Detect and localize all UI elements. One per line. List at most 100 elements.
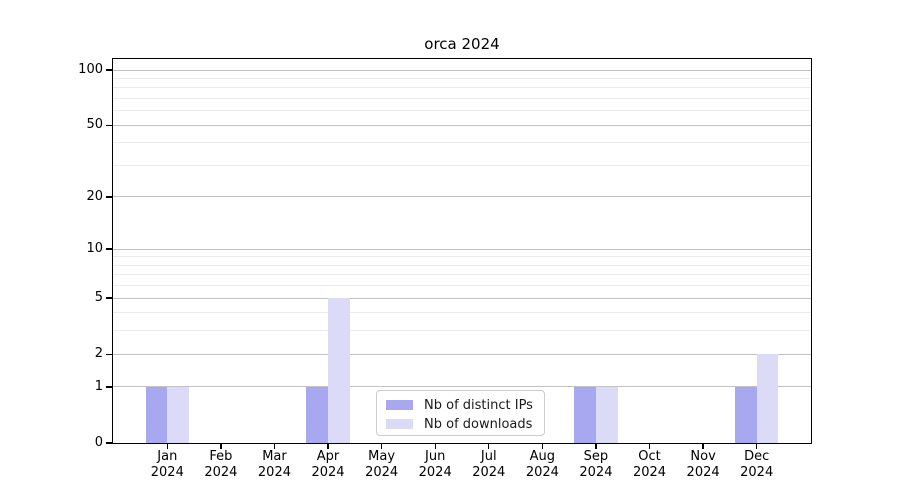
- y-tick-label: 50: [86, 117, 103, 133]
- bar-distinct-ips-dec: [735, 386, 757, 443]
- legend-item-downloads: Nb of downloads: [386, 415, 536, 433]
- x-tick: [434, 443, 436, 449]
- legend-item-distinct-ips: Nb of distinct IPs: [386, 396, 536, 414]
- x-tick-label-line: Aug: [529, 449, 556, 464]
- x-tick-label-line: Apr: [316, 449, 340, 464]
- x-tick-label: Feb 2024: [190, 449, 252, 480]
- y-major-gridline: [113, 297, 811, 299]
- x-tick-label: Nov 2024: [672, 449, 734, 480]
- x-tick-label: Jan 2024: [136, 449, 198, 480]
- x-tick-label-line: 2024: [150, 464, 184, 480]
- legend-label-downloads: Nb of downloads: [424, 416, 533, 432]
- y-major-gridline: [113, 124, 811, 126]
- plot-area: [113, 59, 811, 443]
- y-tick: [106, 442, 112, 444]
- x-tick: [380, 443, 383, 449]
- x-tick-label-line: 2024: [632, 464, 667, 480]
- x-tick-label-line: Feb: [209, 449, 233, 464]
- bar-downloads-sep: [595, 386, 618, 443]
- x-tick-label-line: Oct: [638, 449, 661, 464]
- y-tick-label: 1: [94, 378, 103, 394]
- x-tick-label-line: Jun: [425, 449, 446, 464]
- x-tick-label-line: 2024: [311, 464, 345, 480]
- x-tick-label: Sep 2024: [565, 449, 627, 480]
- bar-distinct-ips-sep: [574, 386, 596, 443]
- x-tick-label: Mar 2024: [243, 449, 305, 480]
- legend-label-distinct-ips: Nb of distinct IPs: [424, 397, 533, 413]
- y-minor-gridline: [113, 312, 811, 314]
- bar-downloads-jan: [167, 386, 189, 443]
- x-tick: [327, 443, 329, 449]
- y-tick-label: 0: [94, 435, 103, 450]
- y-tick: [106, 69, 112, 71]
- y-tick-label: 5: [94, 290, 103, 306]
- chart-title: orca 2024: [424, 35, 500, 53]
- y-tick-label: 2: [94, 346, 103, 362]
- x-tick-label-line: Jan: [157, 449, 178, 464]
- legend-swatch-downloads: [386, 418, 413, 430]
- x-tick: [595, 443, 597, 449]
- x-tick-label-line: 2024: [365, 464, 399, 480]
- x-tick-label-line: 2024: [740, 464, 774, 480]
- y-tick: [106, 297, 112, 299]
- x-tick-label-line: 2024: [204, 464, 238, 480]
- x-tick-label-line: Nov: [690, 449, 716, 464]
- y-tick-label: 20: [86, 188, 103, 204]
- x-tick: [648, 443, 651, 449]
- y-major-gridline: [113, 69, 811, 71]
- y-minor-gridline: [113, 97, 811, 99]
- bar-downloads-dec: [756, 354, 779, 443]
- x-tick: [541, 443, 544, 449]
- x-tick-label-line: Sep: [583, 449, 609, 464]
- x-tick: [166, 443, 168, 449]
- y-minor-gridline: [113, 330, 811, 332]
- y-tick: [106, 386, 112, 388]
- y-minor-gridline: [113, 110, 811, 112]
- x-tick-label-line: Mar: [262, 449, 287, 464]
- x-tick-label-line: 2024: [686, 464, 720, 480]
- y-minor-gridline: [113, 77, 811, 79]
- y-tick-label: 10: [86, 241, 103, 257]
- x-tick-label-line: May: [368, 449, 396, 464]
- x-tick-label: Aug 2024: [511, 449, 573, 480]
- y-minor-gridline: [113, 164, 811, 166]
- x-tick-label-line: Dec: [744, 449, 770, 464]
- x-tick-label-line: 2024: [472, 464, 506, 480]
- x-tick-label-line: 2024: [257, 464, 291, 480]
- legend-swatch-distinct-ips: [386, 399, 413, 411]
- y-major-gridline: [113, 196, 811, 198]
- bar-distinct-ips-jan: [145, 386, 168, 443]
- x-tick-label: Dec 2024: [726, 449, 788, 480]
- y-major-gridline: [113, 386, 811, 388]
- y-minor-gridline: [113, 285, 811, 287]
- y-tick: [106, 353, 112, 355]
- x-tick-label-line: Jul: [480, 449, 497, 464]
- y-tick: [106, 196, 112, 198]
- y-minor-gridline: [113, 264, 811, 266]
- y-tick: [106, 124, 112, 126]
- x-tick: [273, 443, 276, 449]
- x-tick: [220, 443, 222, 449]
- x-tick-label: May 2024: [351, 449, 413, 480]
- x-tick: [702, 443, 704, 449]
- x-tick-label: Jul 2024: [458, 449, 520, 480]
- y-major-gridline: [113, 353, 811, 355]
- x-tick: [755, 443, 758, 449]
- bar-distinct-ips-apr: [306, 386, 329, 443]
- x-tick: [488, 443, 490, 449]
- x-tick-label: Apr 2024: [297, 449, 359, 480]
- y-minor-gridline: [113, 256, 811, 258]
- x-tick-label-line: 2024: [579, 464, 613, 480]
- y-tick: [106, 248, 112, 250]
- x-tick-label-line: 2024: [525, 464, 559, 480]
- y-minor-gridline: [113, 274, 811, 276]
- y-minor-gridline: [113, 87, 811, 89]
- x-tick-label: Jun 2024: [404, 449, 466, 480]
- y-tick-label: 100: [78, 62, 103, 77]
- x-tick-label-line: 2024: [418, 464, 452, 480]
- x-tick-label: Oct 2024: [619, 449, 681, 480]
- y-minor-gridline: [113, 142, 811, 144]
- y-major-gridline: [113, 248, 811, 250]
- legend: Nb of distinct IPs Nb of downloads: [376, 390, 545, 436]
